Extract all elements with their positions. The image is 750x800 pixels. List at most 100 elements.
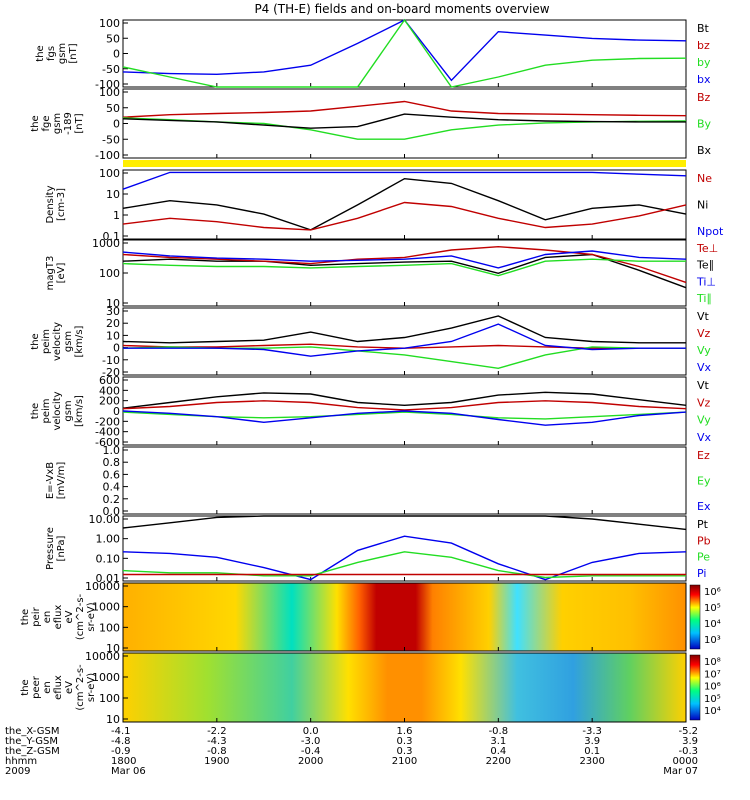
y-axis-label: [nT] (74, 113, 85, 133)
y-tick-label: 10 (106, 188, 120, 201)
legend-Te⊥: Te⊥ (696, 242, 718, 255)
legend-Ne: Ne (697, 172, 712, 185)
legend-Vt: Vt (697, 310, 710, 323)
y-tick-label: 10 (106, 297, 120, 310)
legend-Ey: Ey (697, 475, 711, 488)
footer-value: -0.8 (207, 746, 227, 757)
y-tick-label: 1000 (92, 601, 120, 614)
y-axis-label: en (42, 611, 53, 624)
y-tick-label: 1.00 (96, 533, 121, 546)
footer-value: 2300 (579, 756, 604, 767)
panel-density: 100 10 1 0.1 Density [cm-3] Ne Ni Npot (45, 167, 724, 243)
series-Vt (122, 315, 686, 344)
panel-pressure: 10.00 1.00 0.10 0.01 Pressure [nPa] Pt Pb Pe Pi (45, 513, 711, 585)
y-tick-label: 0.8 (103, 456, 121, 469)
quality-flag-bar (123, 160, 686, 167)
footer-value: -3.3 (582, 726, 602, 737)
legend-bx: bx (697, 73, 711, 86)
footer-row-label: the_Z-GSM (5, 746, 60, 757)
footer-value: 3.9 (682, 736, 698, 747)
colorbar-label: 10⁶ (704, 587, 721, 598)
footer-value: 0.0 (303, 726, 319, 737)
legend-Npot: Npot (697, 225, 724, 238)
legend-Ti∥: Ti∥ (696, 292, 712, 305)
series-Bx (122, 113, 686, 129)
colorbar-label: 10⁸ (704, 657, 721, 668)
legend-Ez: Ez (697, 449, 710, 462)
y-tick-label: 0.10 (96, 552, 121, 565)
y-tick-label: -600 (95, 436, 120, 449)
footer-row-label: the_Y-GSM (5, 736, 58, 747)
footer-row-label: 2009 (5, 766, 30, 777)
series-Bz (122, 100, 687, 118)
y-tick-label: -50 (102, 63, 120, 76)
y-axis-label: fge (41, 115, 52, 131)
spectrogram-image (123, 583, 686, 651)
y-axis-label: peer (31, 675, 42, 699)
y-axis-label: Density (45, 185, 56, 223)
orbit-footer: the_X-GSMthe_Y-GSMthe_Z-GSMhhmm2009-4.1-… (5, 726, 698, 777)
y-axis-label: (cm^2-s- (75, 593, 86, 640)
series-bx (122, 19, 687, 82)
panel-ion-eflux: 10⁶ 10⁵ 10⁴ 10³ 10000 1000 100 10 the peir en eflux… (20, 580, 721, 655)
legend-Te∥: Te∥ (696, 259, 714, 272)
y-axis-label: Pressure (45, 527, 56, 570)
y-tick-label: -20 (102, 366, 120, 379)
y-tick-label: 0.1 (103, 230, 121, 243)
footer-value: -0.4 (301, 746, 321, 757)
y-tick-label: 20 (106, 317, 120, 330)
legend-Ni: Ni (697, 199, 708, 212)
y-tick-label: 10000 (85, 580, 120, 593)
colorbar-label: 10⁵ (704, 603, 721, 614)
y-axis-label: the (30, 403, 41, 419)
footer-value: -0.8 (489, 726, 509, 737)
y-axis-label: [cm-3] (56, 188, 67, 221)
y-tick-label: 1000 (92, 671, 120, 684)
footer-value: -5.2 (678, 726, 698, 737)
y-tick-label: 100 (99, 267, 120, 280)
y-axis-label: [km/s] (74, 395, 85, 427)
y-axis-label: sr-eV) (86, 602, 97, 631)
y-tick-label: 100 (99, 167, 120, 180)
panel-frame (122, 88, 687, 159)
y-tick-label: -50 (102, 133, 120, 146)
footer-value: -4.3 (207, 736, 227, 747)
y-tick-label: -400 (95, 426, 120, 439)
footer-value: 0.3 (397, 736, 413, 747)
series-Vt (122, 391, 687, 409)
footer-value: -0.9 (111, 746, 131, 757)
y-axis-label: the (30, 333, 41, 349)
y-tick-label: 0.4 (103, 481, 121, 494)
legend-Vx: Vx (697, 431, 712, 444)
y-tick-label: 100 (99, 692, 120, 705)
colorbar-label: 10⁴ (704, 619, 721, 630)
y-tick-label: 0 (113, 405, 120, 418)
panel-fgs: 100 50 0 -50 -100 the fgs gsm [nT] Bt bz by bx (35, 17, 711, 91)
y-axis-label: E=-VxB (45, 462, 56, 499)
footer-value: 1900 (204, 756, 229, 767)
y-tick-label: -10 (102, 354, 120, 367)
y-axis-label: gsm (52, 113, 63, 134)
series-Ni (122, 177, 687, 231)
footer-value: 0.4 (490, 746, 506, 757)
y-axis-label: eflux (53, 605, 64, 630)
footer-value: 0.3 (397, 746, 413, 757)
colorbar (689, 584, 701, 650)
footer-value: -3.0 (301, 736, 321, 747)
legend-Bt: Bt (697, 22, 710, 35)
y-axis-label: [km/s] (74, 325, 85, 357)
y-tick-label: 0.2 (103, 493, 121, 506)
y-tick-label: 100 (99, 17, 120, 30)
y-tick-label: -200 (95, 415, 120, 428)
y-axis-label: velocity (52, 391, 63, 430)
series-Te⊥ (122, 245, 687, 284)
footer-value: 2000 (298, 756, 323, 767)
legend-Vz: Vz (697, 396, 711, 409)
series-by (122, 18, 687, 88)
legend-Bx: Bx (697, 144, 712, 157)
panel-efield: 1.00.80.60.40.20.0 E=-VxB [mV/m] Ez Ey Ex (45, 444, 711, 518)
y-tick-label: 10 (106, 642, 120, 655)
y-axis-label: the (30, 115, 41, 131)
